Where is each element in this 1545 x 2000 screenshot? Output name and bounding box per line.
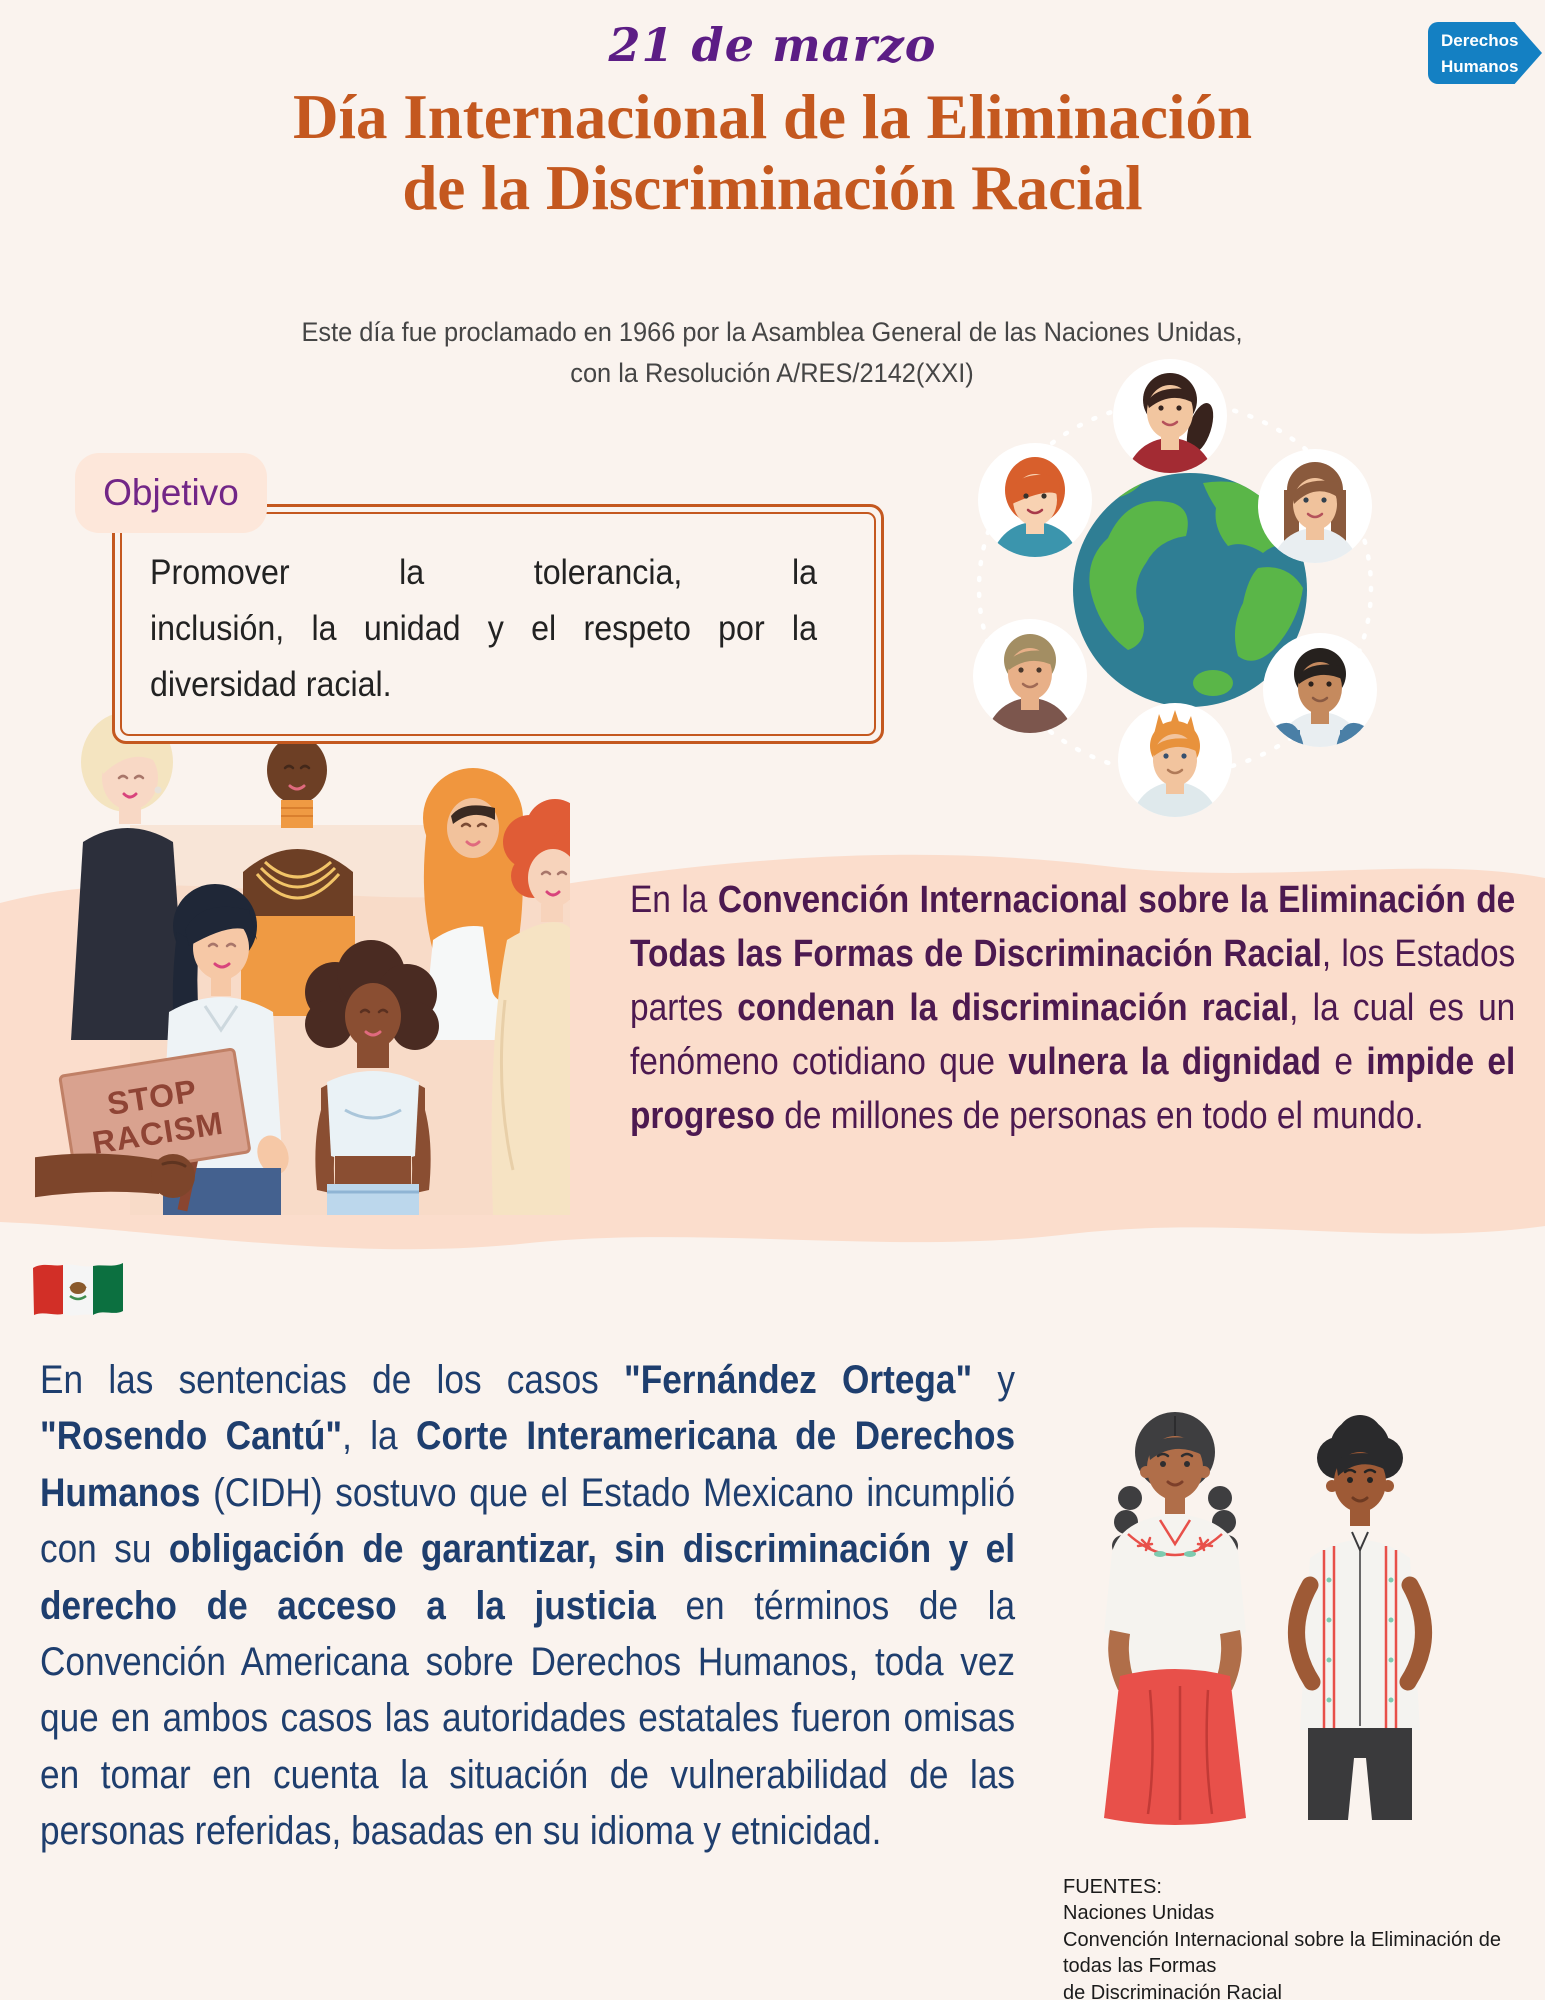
subtitle-line2: con la Resolución A/RES/2142(XXI) [570,357,974,388]
person-redhead [491,799,570,1215]
objetivo-body: Promover la tolerancia, la inclusión, la… [150,545,877,713]
text-segment: En la [630,879,718,921]
stop-racism-sign: STOP RACISM [35,1047,251,1212]
date-heading: 21 de marzo [608,18,937,72]
objetivo-body-line1: Promover la tolerancia, la [150,553,817,592]
text-segment: y [972,1358,1016,1402]
convencion-paragraph: En la Convención Internacional sobre la … [630,874,1515,1144]
text-segment: , la [342,1414,417,1459]
person-bob-hair [161,884,289,1215]
derechos-humanos-badge: Derechos Humanos [1428,22,1542,84]
objetivo-box [112,504,884,744]
title-line1: Día Internacional de la Eliminación [292,82,1253,152]
person-blonde [71,712,187,1040]
subtitle-line1: Este día fue proclamado en 1966 por la A… [301,317,1243,347]
text-segment: de millones de personas en todo el mundo… [774,1094,1424,1137]
indigenous-couple-illustration [1104,1412,1432,1825]
face-avatar [973,619,1087,733]
text-segment: , los Estados partes [630,932,1516,1029]
face-avatar [1263,633,1377,747]
sources-block: FUENTES: Naciones Unidas Convención Inte… [1063,1874,1533,2000]
text-segment-bold: condenan la discriminación racial [737,986,1290,1029]
person-woman-braids [1104,1412,1246,1825]
person-front [305,940,439,1215]
sources-title: FUENTES: [1063,1876,1162,1898]
face-avatar [1113,359,1227,473]
source-line: Convención Internacional sobre la Elimin… [1063,1928,1502,1978]
objetivo-body-rest: inclusión, la unidad y el respeto por la… [150,609,817,704]
page-title: Día Internacional de la Eliminación de l… [0,82,1545,224]
source-line: Naciones Unidas [1063,1902,1215,1925]
text-segment: en términos de la Convención Americana s… [40,1583,1016,1854]
text-segment-bold: Convención Internacional sobre la Elimin… [630,879,1516,975]
text-segment-bold: obligación de garantizar, sin discrimina… [40,1527,1016,1628]
objetivo-box-inner-border [120,512,876,736]
person-man-shirt [1288,1415,1432,1820]
proclamation-subtitle: Este día fue proclamado en 1966 por la A… [208,312,1336,393]
badge-line2: Humanos [1441,57,1519,77]
stop-racism-group-illustration: STOP RACISM [35,629,570,1215]
sentencias-paragraph: En las sentencias de los casos "Fernánde… [40,1352,1015,1860]
face-avatar [1118,703,1232,817]
text-segment-bold: vulnera la dignidad [1008,1040,1322,1083]
title-line2: de la Discriminación Racial [402,153,1143,224]
text-segment: e [1321,1040,1367,1083]
text-segment: En las sentencias de los casos [40,1358,625,1402]
face-avatar [978,443,1092,557]
source-line: de Discriminación Racial [1063,1981,1282,2000]
text-segment: (CIDH) sostuvo que el Estado Mexicano in… [40,1470,1016,1572]
text-segment-bold: "Fernández Ortega" [624,1358,973,1402]
mexico-flag-icon [33,1263,123,1316]
text-segment-bold: impide el progreso [630,1040,1516,1137]
text-segment: , la cual es un fenómeno cotidiano que [630,986,1516,1083]
face-avatar [1258,449,1372,563]
text-segment-bold: "Rosendo Cantú" [40,1414,343,1459]
badge-line1: Derechos [1441,31,1519,50]
globe-diverse-faces-illustration [973,359,1377,817]
objetivo-label: Objetivo [75,453,267,533]
text-segment-bold: Corte Interamericana de Derechos Humanos [40,1414,1016,1515]
